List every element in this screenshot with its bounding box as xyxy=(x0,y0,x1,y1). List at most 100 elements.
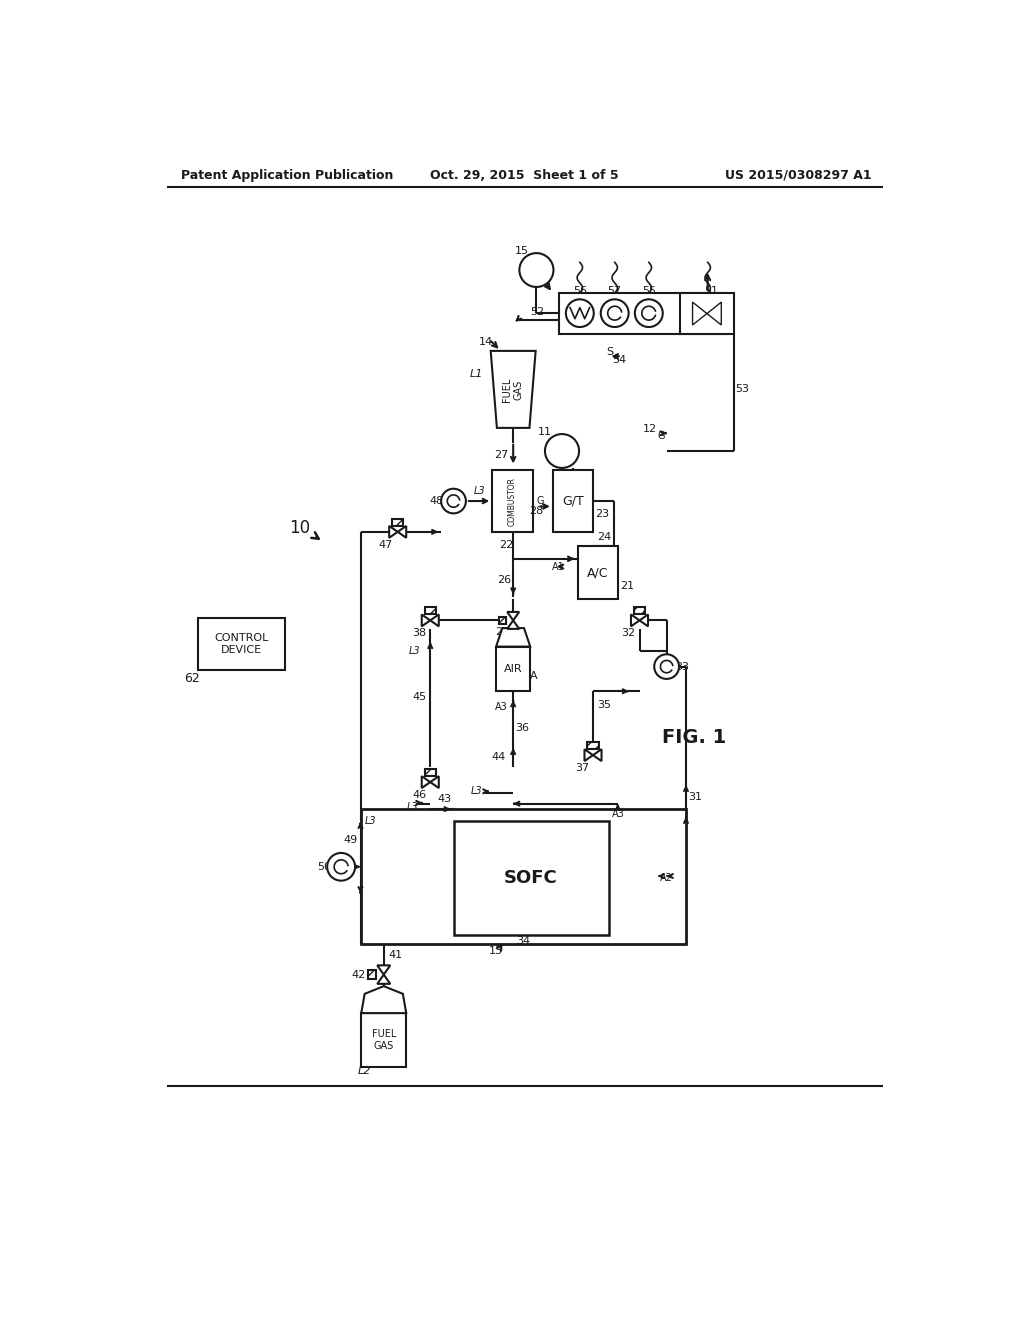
Text: FUEL
GAS: FUEL GAS xyxy=(503,378,524,401)
Text: 21: 21 xyxy=(621,581,634,591)
Text: 49: 49 xyxy=(343,834,357,845)
Text: 13: 13 xyxy=(489,946,503,957)
Polygon shape xyxy=(585,750,593,762)
Polygon shape xyxy=(507,620,519,628)
Text: 15: 15 xyxy=(515,246,528,256)
Text: AIR: AIR xyxy=(504,664,522,675)
Polygon shape xyxy=(361,986,407,1014)
Text: L3: L3 xyxy=(409,647,421,656)
Circle shape xyxy=(635,300,663,327)
Text: 24: 24 xyxy=(597,532,611,543)
Text: A3: A3 xyxy=(496,702,508,711)
Bar xyxy=(553,470,593,532)
Text: L3: L3 xyxy=(407,801,418,812)
Text: 41: 41 xyxy=(388,950,402,961)
Text: 52: 52 xyxy=(530,308,545,317)
Polygon shape xyxy=(422,776,430,788)
Text: Oct. 29, 2015  Sheet 1 of 5: Oct. 29, 2015 Sheet 1 of 5 xyxy=(430,169,620,182)
Text: Patent Application Publication: Patent Application Publication xyxy=(180,169,393,182)
Text: SOFC: SOFC xyxy=(504,869,558,887)
Polygon shape xyxy=(389,525,397,537)
Text: 45: 45 xyxy=(413,693,426,702)
Polygon shape xyxy=(593,750,601,762)
Text: 23: 23 xyxy=(595,510,609,519)
Text: CONTROL
DEVICE: CONTROL DEVICE xyxy=(214,634,268,655)
Text: 62: 62 xyxy=(183,672,200,685)
Text: 26: 26 xyxy=(498,574,512,585)
Text: 53: 53 xyxy=(735,384,749,395)
Polygon shape xyxy=(490,351,536,428)
Text: 31: 31 xyxy=(688,792,702,803)
Bar xyxy=(360,809,686,944)
Text: 46: 46 xyxy=(413,791,426,800)
Bar xyxy=(454,821,608,935)
Text: L2: L2 xyxy=(357,1065,371,1076)
Text: A/C: A/C xyxy=(587,566,608,579)
Circle shape xyxy=(441,488,466,513)
Bar xyxy=(634,607,645,615)
Text: US 2015/0308297 A1: US 2015/0308297 A1 xyxy=(725,169,872,182)
Bar xyxy=(680,293,734,334)
Text: A1: A1 xyxy=(552,561,564,572)
Text: 44: 44 xyxy=(492,752,506,763)
Bar xyxy=(559,293,726,334)
Text: FUEL
GAS: FUEL GAS xyxy=(372,1030,396,1051)
Text: 12: 12 xyxy=(642,425,656,434)
Bar xyxy=(578,546,617,599)
Text: 25: 25 xyxy=(496,627,509,638)
Bar xyxy=(425,607,436,615)
Bar xyxy=(198,618,285,671)
Polygon shape xyxy=(496,628,530,647)
Bar xyxy=(499,616,506,624)
Polygon shape xyxy=(397,525,407,537)
Text: L1: L1 xyxy=(470,370,483,379)
Text: L3: L3 xyxy=(471,787,482,796)
Bar xyxy=(425,770,436,776)
Polygon shape xyxy=(631,615,640,626)
Text: 55: 55 xyxy=(642,286,655,296)
Text: 32: 32 xyxy=(622,628,636,639)
Circle shape xyxy=(601,300,629,327)
Text: 36: 36 xyxy=(515,723,529,733)
Text: G: G xyxy=(657,430,665,441)
Text: 22: 22 xyxy=(499,540,513,550)
Bar xyxy=(588,742,599,750)
Circle shape xyxy=(328,853,355,880)
Bar xyxy=(368,970,376,978)
Circle shape xyxy=(566,300,594,327)
Text: 37: 37 xyxy=(575,763,589,774)
Polygon shape xyxy=(430,776,438,788)
Text: 42: 42 xyxy=(352,970,366,979)
Text: L3: L3 xyxy=(473,486,485,496)
Text: 56: 56 xyxy=(572,286,587,296)
Text: 51: 51 xyxy=(703,286,718,296)
Text: 57: 57 xyxy=(607,286,622,296)
Text: 10: 10 xyxy=(290,519,310,537)
Text: 34: 34 xyxy=(516,936,530,945)
Polygon shape xyxy=(377,965,390,974)
Polygon shape xyxy=(692,302,707,325)
Text: 33: 33 xyxy=(675,661,689,672)
Text: G: G xyxy=(557,445,567,458)
Polygon shape xyxy=(422,615,430,626)
Text: 48: 48 xyxy=(429,496,443,506)
Text: G/T: G/T xyxy=(562,495,584,508)
Text: L3: L3 xyxy=(365,816,377,825)
Text: 50: 50 xyxy=(317,862,331,871)
Text: 43: 43 xyxy=(437,795,452,804)
Text: A3: A3 xyxy=(611,809,625,820)
Circle shape xyxy=(519,253,554,286)
Text: 11: 11 xyxy=(538,426,552,437)
Polygon shape xyxy=(377,974,390,983)
Text: G: G xyxy=(531,264,542,277)
Polygon shape xyxy=(707,302,721,325)
Bar xyxy=(496,647,530,692)
Text: 35: 35 xyxy=(597,700,611,710)
Text: COMBUSTOR: COMBUSTOR xyxy=(508,477,517,525)
Text: 54: 54 xyxy=(612,355,627,366)
Text: 47: 47 xyxy=(378,540,392,550)
Bar xyxy=(361,1014,407,1067)
Text: 27: 27 xyxy=(495,450,509,459)
Bar xyxy=(392,519,403,525)
Polygon shape xyxy=(507,612,519,620)
